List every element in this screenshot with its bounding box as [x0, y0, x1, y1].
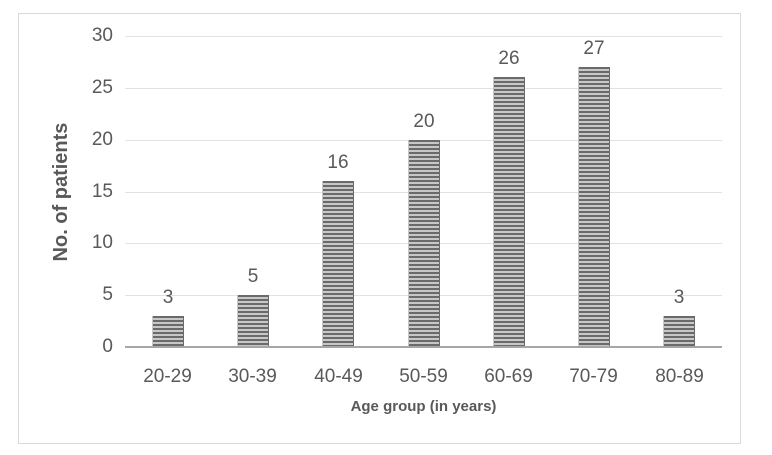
- bar: [663, 316, 695, 347]
- y-tick-label: 0: [102, 336, 113, 357]
- gridline: [125, 36, 722, 37]
- chart-frame: [18, 13, 741, 444]
- bar-data-label: 16: [327, 152, 349, 173]
- x-axis-title: Age group (in years): [350, 398, 497, 415]
- y-tick-label: 30: [91, 25, 113, 46]
- x-tick-label: 50-59: [399, 366, 448, 387]
- bar: [493, 77, 525, 347]
- y-tick-label: 25: [91, 77, 113, 98]
- bar: [322, 181, 354, 347]
- y-tick-label: 10: [91, 232, 113, 253]
- bar-data-label: 3: [673, 287, 685, 308]
- bar-data-label: 5: [247, 266, 259, 287]
- gridline: [125, 88, 722, 89]
- x-tick-label: 30-39: [228, 366, 277, 387]
- bar-data-label: 27: [583, 38, 605, 59]
- x-tick-label: 70-79: [569, 366, 618, 387]
- bar: [152, 316, 184, 347]
- bar: [237, 295, 269, 347]
- y-tick-label: 5: [102, 284, 113, 305]
- x-tick-label: 60-69: [484, 366, 533, 387]
- x-tick-label: 80-89: [655, 366, 704, 387]
- bar-data-label: 3: [162, 287, 174, 308]
- x-axis-line: [125, 346, 722, 348]
- y-axis-title: No. of patients: [50, 122, 72, 262]
- bar-data-label: 20: [413, 111, 435, 132]
- y-tick-label: 20: [91, 129, 113, 150]
- x-tick-label: 40-49: [314, 366, 363, 387]
- bar: [408, 140, 440, 347]
- x-tick-label: 20-29: [143, 366, 192, 387]
- y-tick-label: 15: [91, 181, 113, 202]
- bar: [578, 67, 610, 347]
- bar-data-label: 26: [498, 48, 520, 69]
